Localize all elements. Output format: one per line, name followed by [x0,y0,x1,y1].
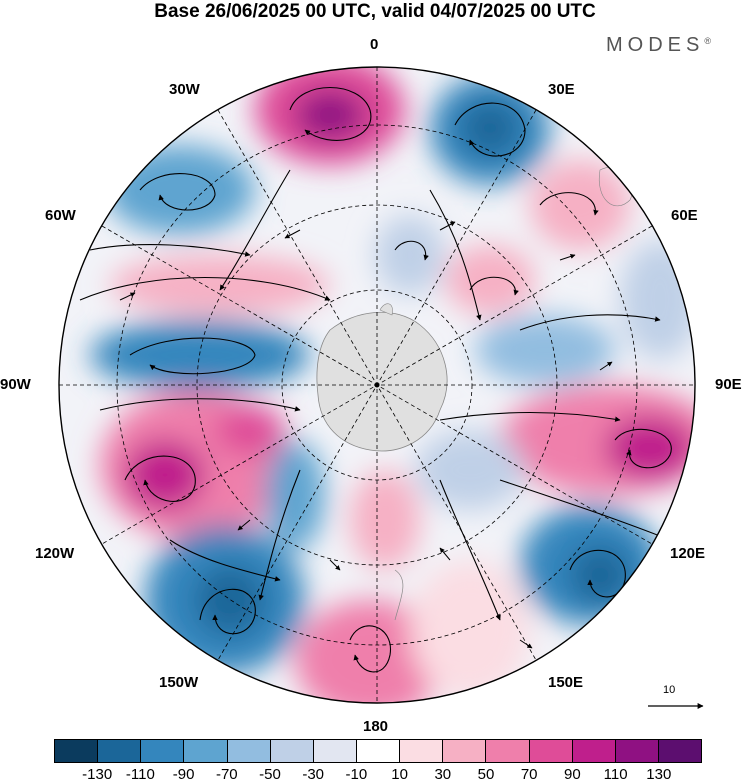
lon-label-60e: 60E [671,207,698,224]
colorbar-tick-label: 50 [477,766,495,783]
lon-label-60w: 60W [45,207,76,224]
colorbar-tick-label: 130 [646,766,672,783]
map-boundary [58,66,696,704]
wind-vectors [119,221,613,649]
registered-mark: ® [704,36,711,46]
colorbar-cell [141,740,185,762]
anomaly-low-80w [90,320,310,390]
colorbar-tick-label: 10 [391,766,408,783]
lon-label-150w: 150W [159,674,199,691]
colorbar-cell [356,740,401,762]
colorbar-tick-label: -110 [125,766,155,783]
colorbar-cell [55,740,99,762]
anomaly-high-45e [530,160,630,250]
map-title: Base 26/06/2025 00 UTC, valid 04/07/2025… [154,1,596,22]
reference-vector-label: 10 [663,684,676,696]
lon-label-0: 0 [370,36,379,53]
colorbar [54,739,702,763]
colorbar-cell [313,740,357,762]
colorbar-cell [443,740,487,762]
brand-name: MODES [606,34,705,56]
anomaly-low-45w [105,145,255,235]
colorbar-cell [400,740,444,762]
colorbar-tick-label: -30 [302,766,325,783]
colorbar-cell [98,740,142,762]
lon-label-90e: 90E [715,376,742,393]
colorbar-cell [486,740,530,762]
lon-label-120e: 120E [670,545,706,562]
lon-label-180: 180 [363,718,389,735]
lon-label-150e: 150E [548,674,584,691]
colorbar-cell [529,740,573,762]
lon-label-90w: 90W [0,376,31,393]
colorbar-tick-label: 70 [520,766,538,783]
wind-streamlines [79,86,672,673]
north-pole-dot [374,382,380,388]
colorbar-cell [615,740,659,762]
lon-label-30w: 30W [169,81,200,98]
colorbar-tick-label: -10 [345,766,368,783]
modes-logo: MODES® [606,34,711,57]
colorbar-tick-label: 110 [603,766,628,783]
colorbar-cell [572,740,616,762]
colorbar-tick-label: 90 [564,766,581,783]
colorbar-tick-label: 30 [434,766,452,783]
colorbar-tick-label: -90 [172,766,195,783]
lon-label-120w: 120W [35,545,75,562]
central-landmass [316,311,448,452]
colorbar-cell [658,740,702,762]
lon-label-30e: 30E [548,81,575,98]
colorbar-tick-label: -70 [215,766,238,783]
colorbar-tick-label: -130 [82,766,113,783]
anomaly-high-170e [295,600,445,703]
colorbar-cell [227,740,271,762]
colorbar-cell [270,740,314,762]
colorbar-cell [184,740,228,762]
colorbar-tick-label: -50 [259,766,281,783]
